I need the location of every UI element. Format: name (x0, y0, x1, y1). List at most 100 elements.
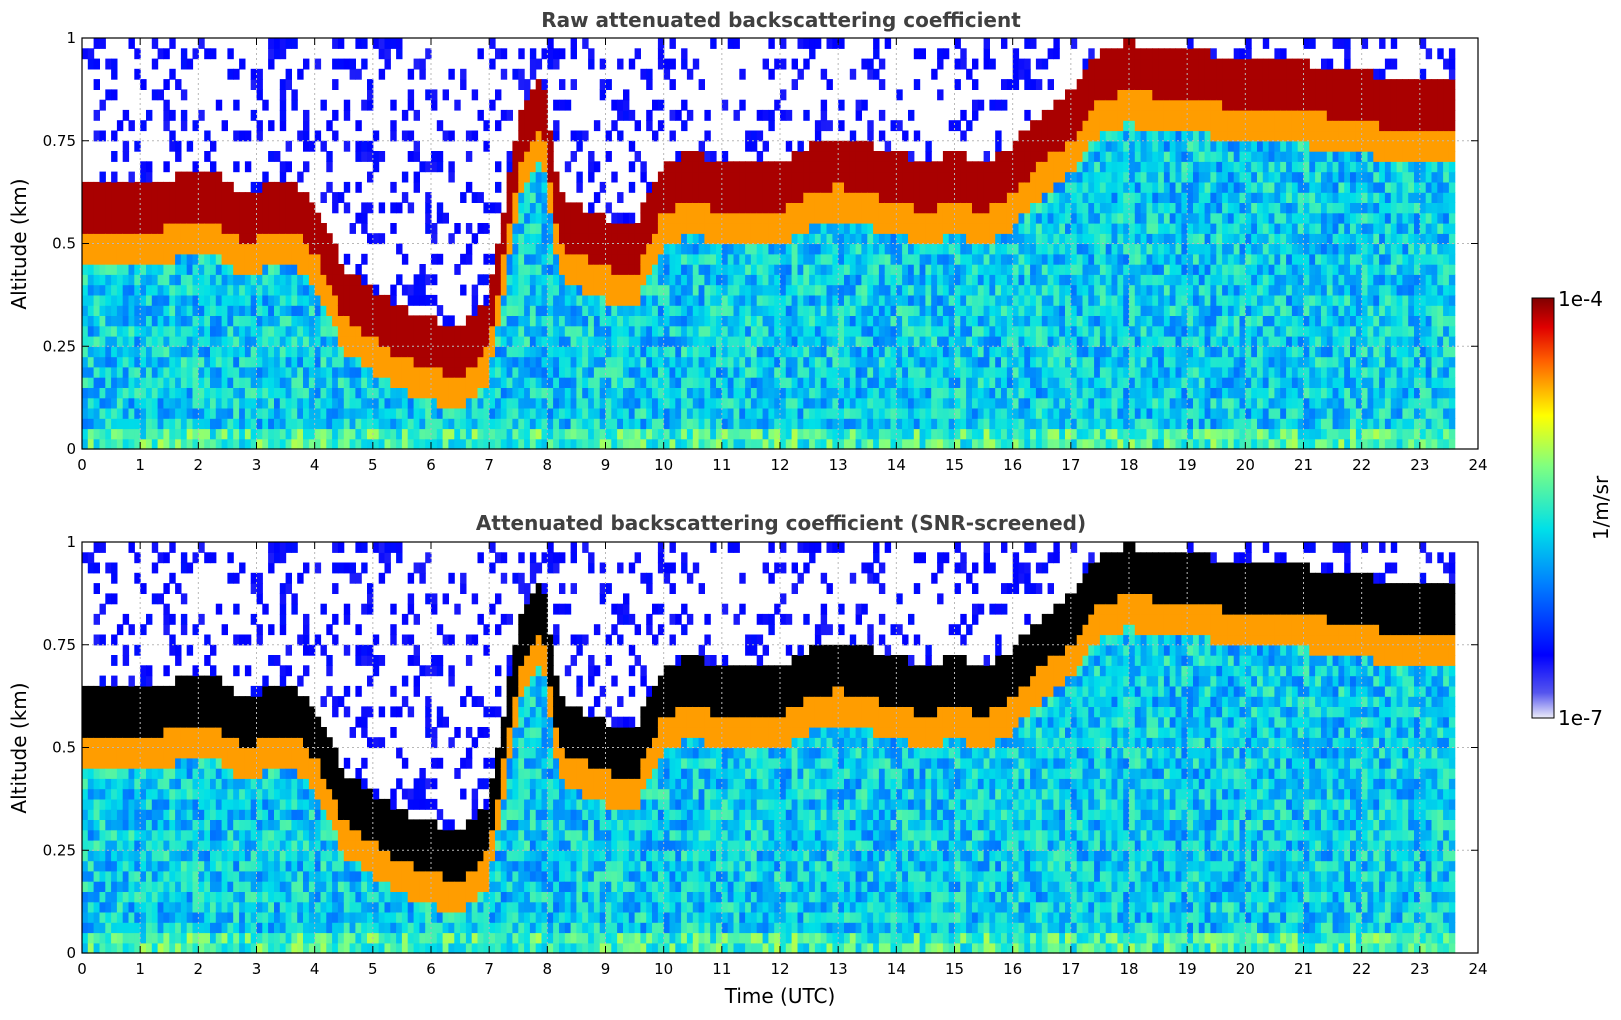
heatmap-cell (401, 356, 409, 368)
heatmap-cell (657, 48, 665, 60)
heatmap-cell (739, 438, 746, 450)
heatmap-cell (93, 315, 100, 327)
heatmap-cell (855, 325, 862, 337)
heatmap-cell (1065, 89, 1072, 101)
heatmap-cell (279, 294, 287, 306)
heatmap-cell (762, 418, 769, 430)
heatmap-cell (762, 243, 769, 255)
heatmap-cell (657, 120, 665, 132)
heatmap-cell (716, 397, 723, 409)
heatmap-cell (652, 315, 659, 327)
heatmap-cell (151, 366, 159, 378)
heatmap-cell (215, 407, 223, 419)
heatmap-cell (867, 181, 874, 193)
heatmap-cell (367, 387, 374, 399)
heatmap-cell (902, 387, 909, 399)
heatmap-cell (210, 387, 217, 399)
heatmap-cell (471, 387, 479, 399)
heatmap-cell (367, 294, 374, 306)
heatmap-cell (553, 192, 560, 203)
heatmap-cell (582, 315, 589, 327)
heatmap-cell (436, 428, 444, 440)
heatmap-cell (221, 387, 228, 399)
heatmap-cell (122, 151, 130, 162)
heatmap-cell (320, 356, 327, 368)
heatmap-cell (128, 274, 135, 286)
heatmap-cell (122, 356, 130, 368)
heatmap-cell (1024, 181, 1031, 193)
heatmap-cell (1076, 140, 1084, 152)
heatmap-cell (512, 243, 519, 255)
heatmap-cell (861, 202, 868, 214)
heatmap-cell (1018, 366, 1025, 378)
heatmap-cell (1030, 294, 1037, 306)
heatmap-cell (803, 233, 810, 245)
heatmap-cell (826, 151, 833, 162)
heatmap-cell (384, 438, 391, 450)
heatmap-cell (908, 181, 915, 193)
heatmap-cell (809, 356, 816, 368)
heatmap-cell (896, 192, 903, 203)
heatmap-cell (157, 315, 164, 327)
heatmap-cell (407, 151, 415, 162)
heatmap-cell (768, 181, 775, 193)
heatmap-cell (448, 233, 455, 245)
heatmap-cell (204, 315, 211, 327)
heatmap-cell (780, 325, 787, 337)
heatmap-cell (198, 233, 205, 245)
heatmap-cell (122, 264, 130, 275)
heatmap-cell (820, 315, 828, 327)
heatmap-cell (588, 264, 595, 275)
heatmap-cell (268, 58, 275, 70)
heatmap-cell (343, 418, 351, 430)
heatmap-cell (413, 356, 420, 368)
heatmap-cell (116, 407, 124, 419)
heatmap-cell (820, 366, 828, 378)
heatmap-cell (750, 346, 758, 358)
heatmap-cell (122, 325, 130, 337)
heatmap-cell (983, 377, 990, 388)
heatmap-cell (797, 387, 804, 399)
heatmap-cell (547, 377, 554, 388)
heatmap-cell (198, 181, 205, 193)
heatmap-cell (1065, 161, 1072, 173)
heatmap-cell (454, 264, 461, 275)
heatmap-cell (390, 336, 397, 347)
heatmap-cell (221, 418, 228, 430)
heatmap-cell (279, 223, 287, 234)
heatmap-cell (93, 387, 100, 399)
heatmap-cell (553, 377, 560, 388)
heatmap-cell (727, 233, 735, 245)
heatmap-cell (896, 305, 903, 316)
heatmap-cell (489, 377, 496, 388)
heatmap-cell (1053, 284, 1060, 296)
heatmap-cell (1059, 171, 1066, 183)
heatmap-cell (99, 284, 106, 296)
heatmap-cell (204, 397, 211, 409)
heatmap-cell (820, 377, 828, 388)
heatmap-cell (564, 407, 572, 419)
heatmap-cell (82, 212, 89, 224)
heatmap-cell (244, 336, 252, 347)
heatmap-cell (913, 212, 921, 224)
heatmap-cell (1070, 264, 1078, 275)
heatmap-cell (1076, 428, 1084, 440)
heatmap-cell (367, 151, 374, 162)
heatmap-cell (367, 438, 374, 450)
heatmap-cell (314, 428, 322, 440)
heatmap-cell (140, 315, 147, 327)
heatmap-cell (1041, 274, 1049, 286)
heatmap-cell (995, 202, 1002, 214)
heatmap-cell (809, 397, 816, 409)
heatmap-cell (832, 264, 839, 275)
heatmap-cell (855, 305, 862, 316)
heatmap-cell (553, 58, 560, 70)
heatmap-cell (791, 438, 798, 450)
heatmap-cell (960, 161, 967, 173)
heatmap-cell (954, 161, 961, 173)
heatmap-cell (803, 356, 810, 368)
heatmap-cell (262, 99, 269, 111)
heatmap-cell (349, 284, 356, 296)
heatmap-cell (820, 336, 828, 347)
heatmap-cell (739, 397, 746, 409)
